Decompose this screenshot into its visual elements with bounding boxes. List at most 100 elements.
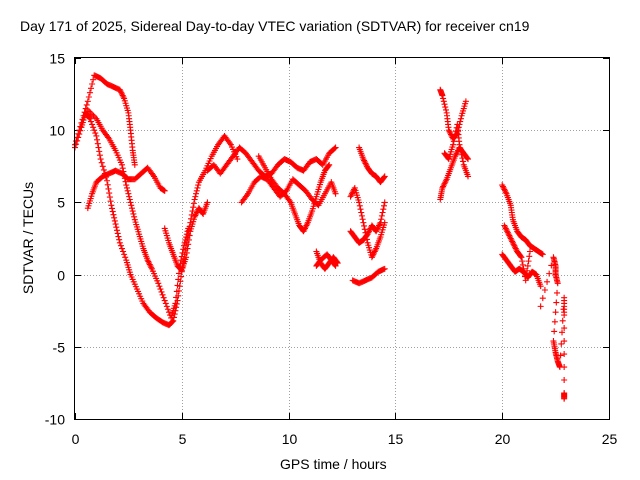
data-point [183,254,190,261]
data-point [510,241,517,248]
y-tick-label: 0 [57,268,65,284]
data-point [108,202,115,209]
data-point [117,88,124,95]
data-point [168,319,175,326]
data-point [505,231,512,238]
data-point [378,216,385,223]
data-point [553,299,560,306]
data-point [300,228,307,235]
data-point [175,276,182,283]
data-point [178,273,185,280]
data-point [127,199,134,206]
data-point [106,194,113,201]
y-tick-label: -5 [53,340,66,356]
data-point [146,260,153,267]
data-point [462,98,469,105]
data-point [348,190,355,197]
data-point [161,187,168,194]
data-point [380,206,387,213]
data-point [332,190,339,197]
data-point [107,198,114,205]
data-point [96,152,103,159]
data-point [381,219,388,226]
data-point [126,196,133,203]
data-point [537,283,544,290]
data-point [440,95,447,102]
data-point [368,254,375,261]
data-point [520,265,527,272]
data-point [561,395,568,402]
data-point [369,252,376,259]
data-point [116,239,123,246]
y-tick-label: 15 [49,51,65,67]
data-point [450,141,457,148]
data-point [374,225,381,232]
data-point [175,270,182,277]
data-point [499,182,506,189]
data-point [502,189,509,196]
data-point [441,101,448,108]
data-point [356,199,363,206]
data-point [123,184,130,191]
data-point [97,156,104,163]
data-point [118,91,125,98]
data-point [116,86,123,93]
data-point [122,254,129,261]
data-point [118,245,125,252]
data-point [361,222,368,229]
data-point [111,214,118,221]
data-point [89,111,96,118]
data-point [178,253,185,260]
data-point [74,137,81,144]
data-point [174,282,181,289]
data-point [116,236,123,243]
data-point [191,213,198,220]
data-point [149,171,156,178]
data-point [561,338,568,345]
data-point [522,277,529,284]
data-point [551,318,558,325]
data-point [100,166,107,173]
data-point [111,217,118,224]
data-point [452,151,459,158]
data-point [504,228,511,235]
data-point [118,161,125,168]
data-point [155,280,162,287]
data-point [501,186,508,193]
data-point [360,156,367,163]
data-point [156,283,163,290]
data-point [381,199,388,206]
data-point [356,202,363,209]
data-point [325,162,332,169]
y-tick-label: 10 [49,123,65,139]
data-point [178,266,185,273]
data-point [554,280,561,287]
data-point [90,76,97,83]
data-point [361,158,368,165]
data-point [192,212,199,219]
data-point [457,118,464,125]
data-point [114,227,121,234]
data-point [561,325,568,332]
data-point [561,351,568,358]
data-point [442,104,449,111]
data-point [331,261,338,268]
data-point [303,222,310,229]
data-point [173,294,180,301]
data-point [326,161,333,168]
data-point [357,206,364,213]
data-point [129,208,136,215]
data-point [120,248,127,255]
x-tick-label: 15 [388,431,404,447]
data-point [99,163,106,170]
data-point [89,121,96,128]
data-point [88,118,95,125]
data-point [447,130,454,137]
data-point [546,270,553,277]
data-point [161,297,168,304]
data-point [180,242,187,249]
data-point [77,127,84,134]
data-point [286,197,293,204]
data-point [193,210,200,217]
